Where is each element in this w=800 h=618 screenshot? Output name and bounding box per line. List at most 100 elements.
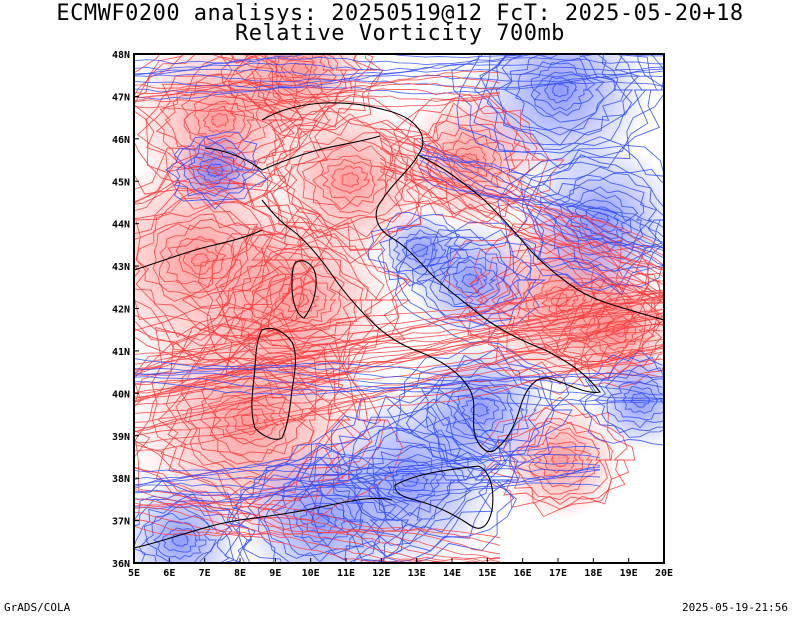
sardinia-coast — [251, 327, 296, 440]
negative-contour — [453, 387, 508, 432]
positive-contour — [262, 106, 446, 251]
positive-contour — [134, 338, 664, 429]
positive-contour — [134, 88, 501, 102]
positive-contour — [341, 172, 360, 188]
negative-contour — [134, 381, 664, 406]
positive-contour — [274, 277, 327, 322]
negative-contour — [134, 469, 601, 496]
positive-contour — [134, 511, 501, 563]
x-tick-label: 15E — [478, 568, 496, 579]
negative-contour — [377, 216, 466, 286]
y-tick-label: 47N — [112, 92, 130, 103]
positive-contour — [379, 157, 664, 286]
positive-contour — [199, 376, 307, 462]
positive-contour — [212, 394, 286, 447]
positive-contour — [134, 70, 501, 90]
latitude-axis: 36N 37N 38N 39N 40N 41N 42N 43N 44N 45N 46N 47N 48N — [112, 50, 139, 570]
positive-contour — [157, 346, 344, 499]
positive-contour — [134, 301, 664, 394]
negative-contour — [460, 395, 499, 425]
positive-contour — [134, 54, 332, 210]
positive-contour — [379, 131, 664, 266]
positive-contour — [550, 454, 570, 468]
negative-contour — [425, 366, 530, 452]
north-africa-coast — [134, 497, 393, 549]
vorticity-contours — [134, 54, 664, 563]
positive-contour — [409, 113, 530, 210]
y-tick-label: 36N — [112, 559, 130, 570]
positive-contour — [228, 54, 376, 121]
positive-contour — [271, 113, 439, 242]
positive-contour — [526, 432, 594, 488]
positive-contour — [541, 286, 579, 315]
negative-contour — [456, 54, 664, 177]
negative-contour — [386, 340, 573, 482]
positive-contour — [393, 93, 549, 218]
negative-contour — [134, 54, 532, 65]
positive-contour — [596, 309, 644, 351]
negative-contour — [366, 444, 457, 517]
negative-contour — [188, 148, 242, 190]
positive-contour — [153, 68, 293, 176]
x-tick-label: 19E — [620, 568, 638, 579]
negative-contour — [165, 131, 268, 210]
negative-contour — [497, 136, 664, 291]
negative-contour — [419, 176, 664, 266]
positive-contour — [379, 168, 664, 301]
balkan-coast — [417, 154, 664, 321]
y-tick-label: 39N — [112, 432, 130, 443]
negative-contour — [134, 70, 664, 89]
positive-contour — [134, 502, 501, 555]
negative-contour — [134, 459, 601, 486]
negative-contour — [196, 156, 234, 185]
negative-contour — [134, 479, 253, 563]
negative-contour — [504, 54, 616, 132]
x-tick-label: 16E — [514, 568, 532, 579]
negative-contour — [134, 81, 664, 100]
positive-contour — [134, 166, 325, 363]
x-tick-label: 17E — [549, 568, 567, 579]
y-tick-label: 37N — [112, 517, 130, 528]
x-tick-label: 6E — [163, 568, 175, 579]
negative-contour — [473, 54, 658, 158]
positive-contour — [183, 371, 316, 467]
positive-contour — [302, 144, 395, 214]
negative-contour — [552, 82, 570, 98]
negative-contour — [486, 54, 633, 147]
negative-contour — [570, 199, 630, 241]
positive-contour — [134, 54, 309, 186]
negative-contour — [453, 266, 488, 294]
positive-contour — [434, 131, 503, 188]
negative-contour — [134, 454, 601, 481]
x-tick-label: 11E — [337, 568, 355, 579]
negative-contour — [206, 163, 226, 178]
positive-contour — [214, 223, 400, 378]
negative-contour — [410, 243, 429, 257]
positive-contour — [134, 302, 664, 385]
positive-contour — [134, 317, 664, 400]
negative-contour — [134, 475, 601, 503]
coastlines — [134, 102, 664, 549]
positive-contour — [320, 158, 376, 203]
negative-contour — [134, 365, 664, 388]
negative-contour — [416, 241, 522, 318]
x-tick-label: 5E — [128, 568, 140, 579]
negative-contour — [171, 532, 190, 547]
negative-contour — [479, 54, 640, 151]
negative-contour — [401, 235, 438, 264]
x-tick-label: 20E — [655, 568, 673, 579]
negative-contour — [134, 376, 664, 402]
positive-contour — [480, 396, 636, 518]
negative-contour — [134, 68, 664, 83]
positive-contour — [211, 113, 229, 128]
positive-contour — [134, 94, 501, 113]
y-tick-label: 44N — [112, 220, 130, 231]
positive-contour — [134, 294, 664, 374]
y-tick-label: 38N — [112, 474, 130, 485]
positive-contour — [379, 147, 664, 278]
negative-contour — [397, 228, 537, 329]
positive-contour — [134, 92, 501, 108]
y-tick-label: 41N — [112, 347, 130, 358]
map-title: ECMWF0200 analisys: 20250519@12 FcT: 202… — [56, 1, 744, 26]
x-tick-label: 13E — [408, 568, 426, 579]
